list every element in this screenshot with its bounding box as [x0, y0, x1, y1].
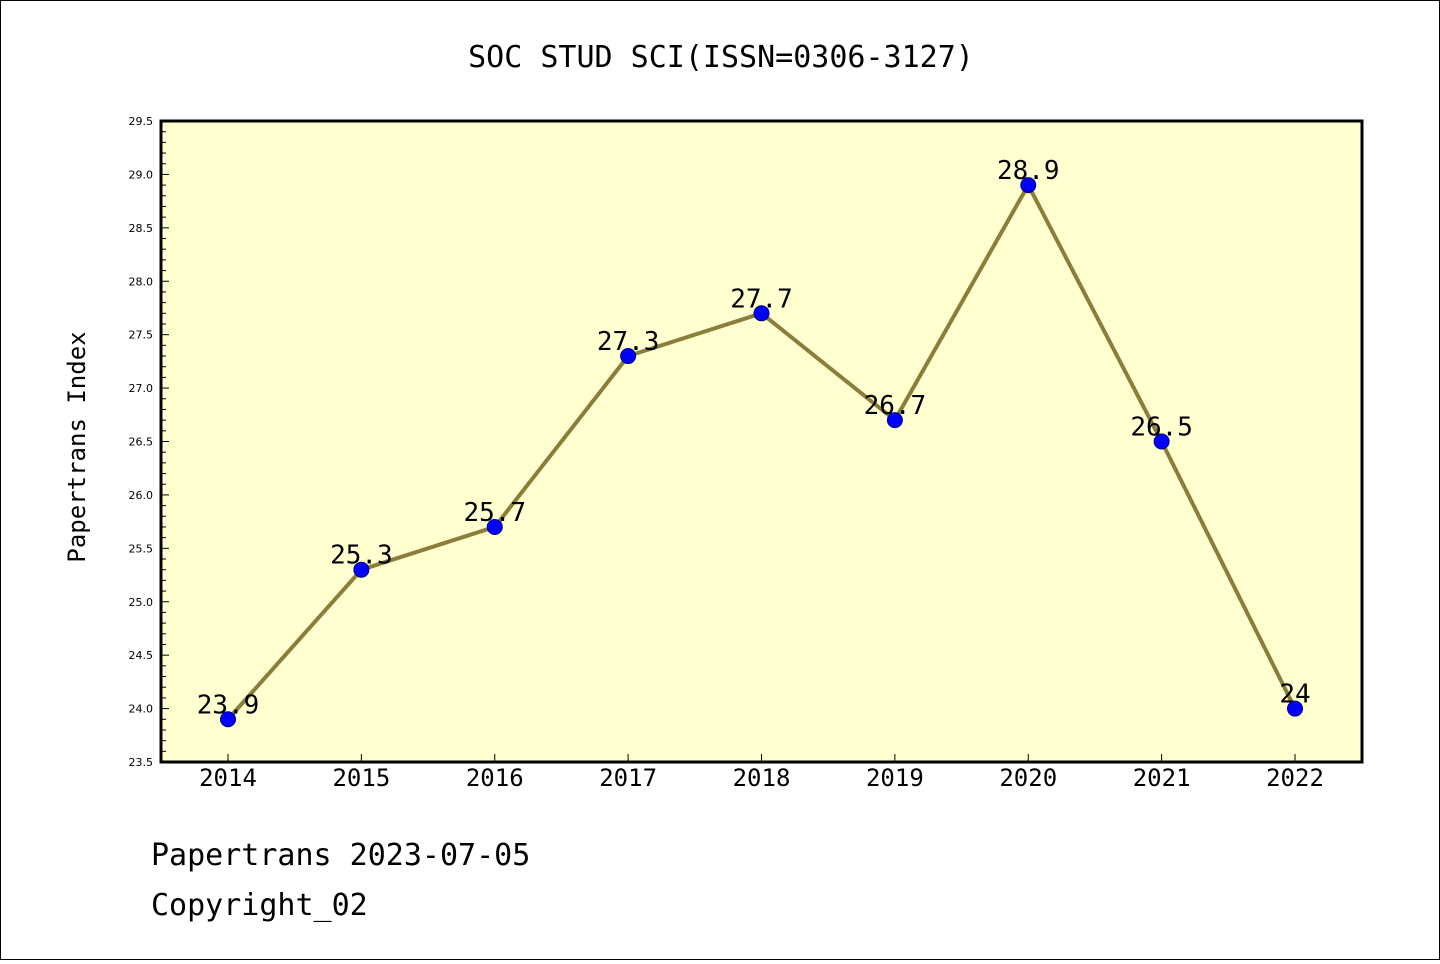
y-tick-label: 27.0	[129, 382, 154, 395]
y-axis-label: Papertrans Index	[63, 331, 91, 562]
x-tick-label: 2022	[1266, 764, 1324, 792]
y-tick-label: 24.5	[129, 649, 154, 662]
y-tick-label: 23.5	[129, 756, 154, 769]
data-labels: 23.9 25.3 25.7 27.3 27.7 26.7 28.9 26.5 24	[197, 156, 1311, 720]
data-point	[1153, 433, 1170, 450]
y-tick-label: 29.5	[129, 115, 154, 128]
data-points	[220, 177, 1303, 728]
x-tick-label: 2019	[866, 764, 924, 792]
data-label: 24	[1279, 680, 1310, 710]
y-tick-label: 26.0	[129, 489, 154, 502]
footer-copyright: Copyright_02	[151, 888, 368, 923]
data-label: 27.3	[597, 327, 660, 357]
data-label: 26.7	[864, 391, 927, 421]
x-axis-ticks: 2014 2015 2016 2017 2018 2019 2020 2021 2022	[199, 754, 1324, 792]
data-label: 23.9	[197, 690, 260, 720]
data-point	[1287, 700, 1303, 717]
x-tick-label: 2014	[199, 764, 257, 792]
chart-title: SOC STUD SCI(ISSN=0306-3127)	[468, 40, 974, 75]
data-label: 28.9	[997, 156, 1060, 186]
data-label: 27.7	[730, 284, 793, 314]
y-axis-ticks: 23.5 24.0 24.5 25.0 25.5 26.0 26.5 27.0 27.5 28.0…	[129, 115, 169, 769]
y-tick-label: 28.0	[129, 275, 154, 288]
y-tick-label: 29.0	[129, 168, 154, 181]
x-tick-label: 2020	[999, 764, 1057, 792]
y-tick-label: 26.5	[129, 436, 154, 449]
y-tick-label: 28.5	[129, 222, 154, 235]
data-point	[486, 518, 503, 535]
y-tick-label: 25.5	[129, 542, 154, 555]
x-tick-label: 2018	[733, 764, 791, 792]
y-tick-label: 27.5	[129, 329, 154, 342]
footer-date: Papertrans 2023-07-05	[151, 838, 530, 873]
y-tick-label: 25.0	[129, 596, 154, 609]
data-label: 25.3	[330, 541, 393, 571]
data-point	[220, 711, 236, 728]
data-point	[353, 561, 370, 578]
x-tick-label: 2017	[599, 764, 657, 792]
x-tick-label: 2015	[332, 764, 390, 792]
y-tick-label: 24.0	[129, 703, 154, 716]
data-point	[1020, 177, 1037, 194]
data-label: 25.7	[463, 498, 526, 528]
data-point	[753, 305, 770, 322]
x-tick-label: 2016	[466, 764, 524, 792]
data-point	[620, 348, 637, 365]
data-point	[886, 412, 903, 429]
data-label: 26.5	[1130, 413, 1193, 443]
plot-border	[159, 119, 1364, 764]
x-tick-label: 2021	[1133, 764, 1191, 792]
